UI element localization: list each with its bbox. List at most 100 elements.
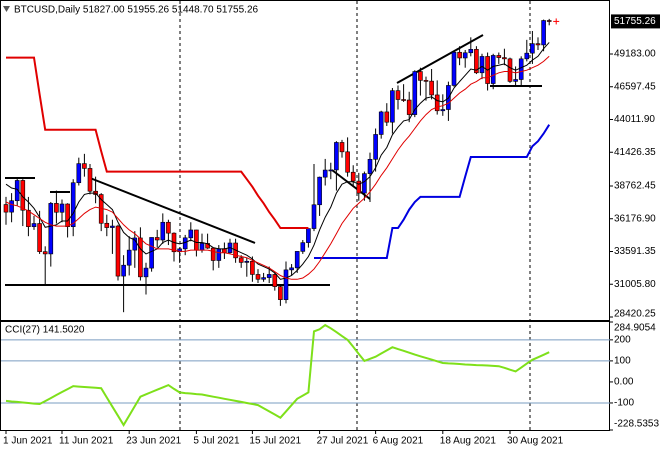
candle-body bbox=[390, 90, 395, 123]
candle-body bbox=[474, 49, 479, 74]
candle-body bbox=[334, 142, 339, 171]
x-tick-label: 1 Jun 2021 bbox=[3, 436, 53, 447]
y-tick-label: 49183.00 bbox=[614, 49, 656, 60]
candle-body bbox=[31, 223, 37, 227]
chart-title: BTCUSD,Daily 51827.00 51955.26 51448.70 … bbox=[14, 5, 259, 16]
candle-body bbox=[367, 158, 373, 174]
candle-body bbox=[418, 71, 423, 81]
candle-body bbox=[496, 55, 502, 58]
candle-body bbox=[294, 251, 300, 269]
candle-body bbox=[160, 221, 166, 241]
candle-body bbox=[48, 203, 54, 255]
candle-body bbox=[9, 200, 14, 213]
x-tick-label: 18 Aug 2021 bbox=[440, 436, 497, 447]
candle-body bbox=[37, 223, 42, 252]
candle-body bbox=[70, 182, 76, 227]
indicator-line bbox=[5, 55, 550, 280]
candle-body bbox=[82, 163, 87, 169]
candle-body bbox=[350, 171, 356, 182]
candle-body bbox=[26, 209, 31, 227]
cci-line bbox=[5, 323, 550, 427]
candle-body bbox=[451, 51, 457, 86]
candle-body bbox=[283, 269, 289, 300]
candle-body bbox=[535, 43, 541, 46]
candle-body bbox=[507, 58, 513, 82]
candle-body bbox=[255, 274, 261, 280]
candle-body bbox=[373, 134, 378, 160]
candle-body bbox=[166, 221, 171, 234]
candle-body bbox=[322, 169, 328, 178]
candle-body bbox=[345, 151, 350, 173]
candle-body bbox=[266, 274, 272, 278]
candle-body bbox=[244, 260, 250, 263]
candle-body bbox=[356, 180, 362, 194]
indicator-line bbox=[314, 124, 551, 259]
candle-body bbox=[530, 43, 535, 54]
y-tick-label: -100 bbox=[614, 398, 634, 409]
x-tick-label: 6 Aug 2021 bbox=[373, 436, 424, 447]
x-tick-label: 30 Aug 2021 bbox=[507, 436, 564, 447]
candle-body bbox=[149, 237, 154, 269]
y-tick-label: 46597.45 bbox=[614, 81, 656, 92]
candle-body bbox=[328, 169, 334, 172]
y-tick-label: 38762.45 bbox=[614, 181, 656, 192]
y-tick-label: 36176.90 bbox=[614, 213, 656, 224]
y-tick-label: 41426.35 bbox=[614, 147, 656, 158]
candle-body bbox=[406, 99, 412, 115]
candle-body bbox=[87, 168, 93, 192]
candle-body bbox=[14, 180, 20, 202]
candle-body bbox=[457, 51, 462, 59]
title-icon bbox=[3, 6, 10, 12]
candle-body bbox=[278, 286, 283, 300]
candle-body bbox=[76, 163, 82, 184]
candle-body bbox=[362, 173, 367, 194]
candle-body bbox=[216, 248, 222, 261]
x-tick-label: 23 Jun 2021 bbox=[126, 436, 181, 447]
y-tick-label: 0.00 bbox=[614, 377, 634, 388]
trend-line bbox=[89, 177, 256, 244]
y-tick-label: 100 bbox=[614, 356, 631, 367]
x-tick-label: 27 Jul 2021 bbox=[317, 436, 369, 447]
candle-body bbox=[138, 237, 143, 278]
candle-body bbox=[440, 109, 446, 112]
cci-panel-frame bbox=[0, 321, 610, 431]
candle-body bbox=[20, 180, 26, 211]
candle-body bbox=[300, 242, 306, 252]
trend-line bbox=[331, 169, 371, 200]
indicator-title: CCI(27) 141.5020 bbox=[5, 325, 85, 336]
y-tick-label: 31005.80 bbox=[614, 279, 656, 290]
candle-body bbox=[3, 204, 9, 213]
candle-body bbox=[546, 20, 552, 22]
candle-body bbox=[110, 225, 115, 228]
candle-body bbox=[115, 225, 121, 277]
candle-body bbox=[59, 203, 65, 213]
candle-body bbox=[250, 260, 255, 275]
candle-body bbox=[261, 277, 266, 280]
candle-body bbox=[210, 247, 216, 261]
candle-body bbox=[479, 56, 485, 74]
candle-body bbox=[401, 99, 406, 101]
candle-body bbox=[54, 203, 59, 213]
candle-body bbox=[423, 80, 429, 82]
y-tick-label: 28420.25 bbox=[614, 309, 656, 320]
price-panel-frame bbox=[0, 0, 610, 321]
x-tick-label: 11 Jun 2021 bbox=[59, 436, 114, 447]
indicator-line bbox=[5, 42, 550, 280]
y-tick-label: 200 bbox=[614, 335, 631, 346]
candle-body bbox=[194, 229, 199, 251]
candle-body bbox=[182, 237, 188, 250]
candle-body bbox=[306, 228, 311, 243]
candle-body bbox=[395, 90, 401, 100]
candle-body bbox=[462, 52, 468, 59]
candle-body bbox=[339, 142, 345, 153]
current-price-label: 51755.26 bbox=[614, 16, 656, 27]
candle-body bbox=[317, 176, 322, 206]
candle-body bbox=[42, 251, 48, 255]
candle-body bbox=[541, 20, 546, 46]
candle-body bbox=[199, 243, 205, 251]
candle-body bbox=[311, 204, 317, 229]
candle-body bbox=[272, 274, 278, 287]
candle-body bbox=[412, 71, 418, 115]
